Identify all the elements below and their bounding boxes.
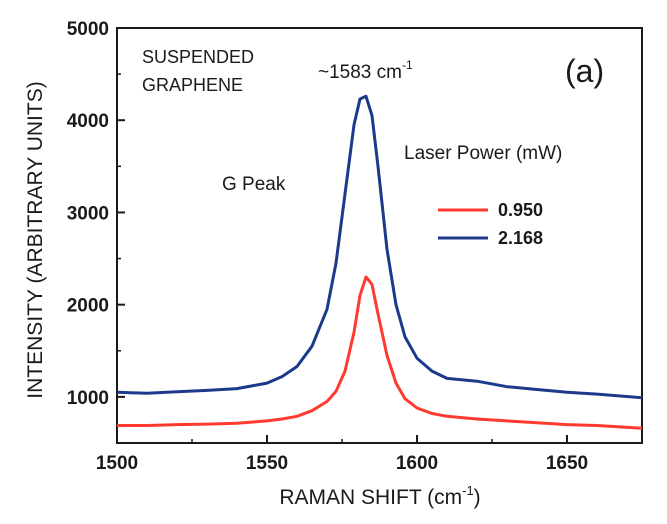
- peak-position-annotation: ~1583 cm-1: [318, 58, 413, 83]
- legend-title: Laser Power (mW): [404, 143, 562, 164]
- plot-frame: [116, 27, 643, 444]
- y-axis-title: INTENSITY (ARBITRARY UNITS): [24, 81, 47, 398]
- sample-label-line2: GRAPHENE: [142, 75, 243, 95]
- x-tick-label-1600: 1600: [396, 453, 438, 474]
- legend-label-2.168: 2.168: [498, 228, 543, 248]
- g-peak-label: G Peak: [222, 174, 286, 195]
- x-tick-label-1500: 1500: [96, 453, 138, 474]
- panel-label: (a): [565, 53, 604, 89]
- legend-label-0.950: 0.950: [498, 200, 543, 220]
- sample-label-line1: SUSPENDED: [142, 47, 254, 67]
- y-tick-label-2000: 2000: [67, 296, 109, 317]
- y-tick-label-1000: 1000: [67, 388, 109, 409]
- y-tick-label-4000: 4000: [67, 111, 109, 132]
- y-tick-label-5000: 5000: [67, 19, 109, 40]
- y-tick-label-3000: 3000: [67, 203, 109, 224]
- x-tick-label-1550: 1550: [246, 453, 288, 474]
- x-axis-title: RAMAN SHIFT (cm-1): [279, 483, 480, 509]
- series-line-2.168: [116, 94, 643, 400]
- x-tick-label-1650: 1650: [546, 453, 588, 474]
- series-line-0.950: [117, 275, 643, 430]
